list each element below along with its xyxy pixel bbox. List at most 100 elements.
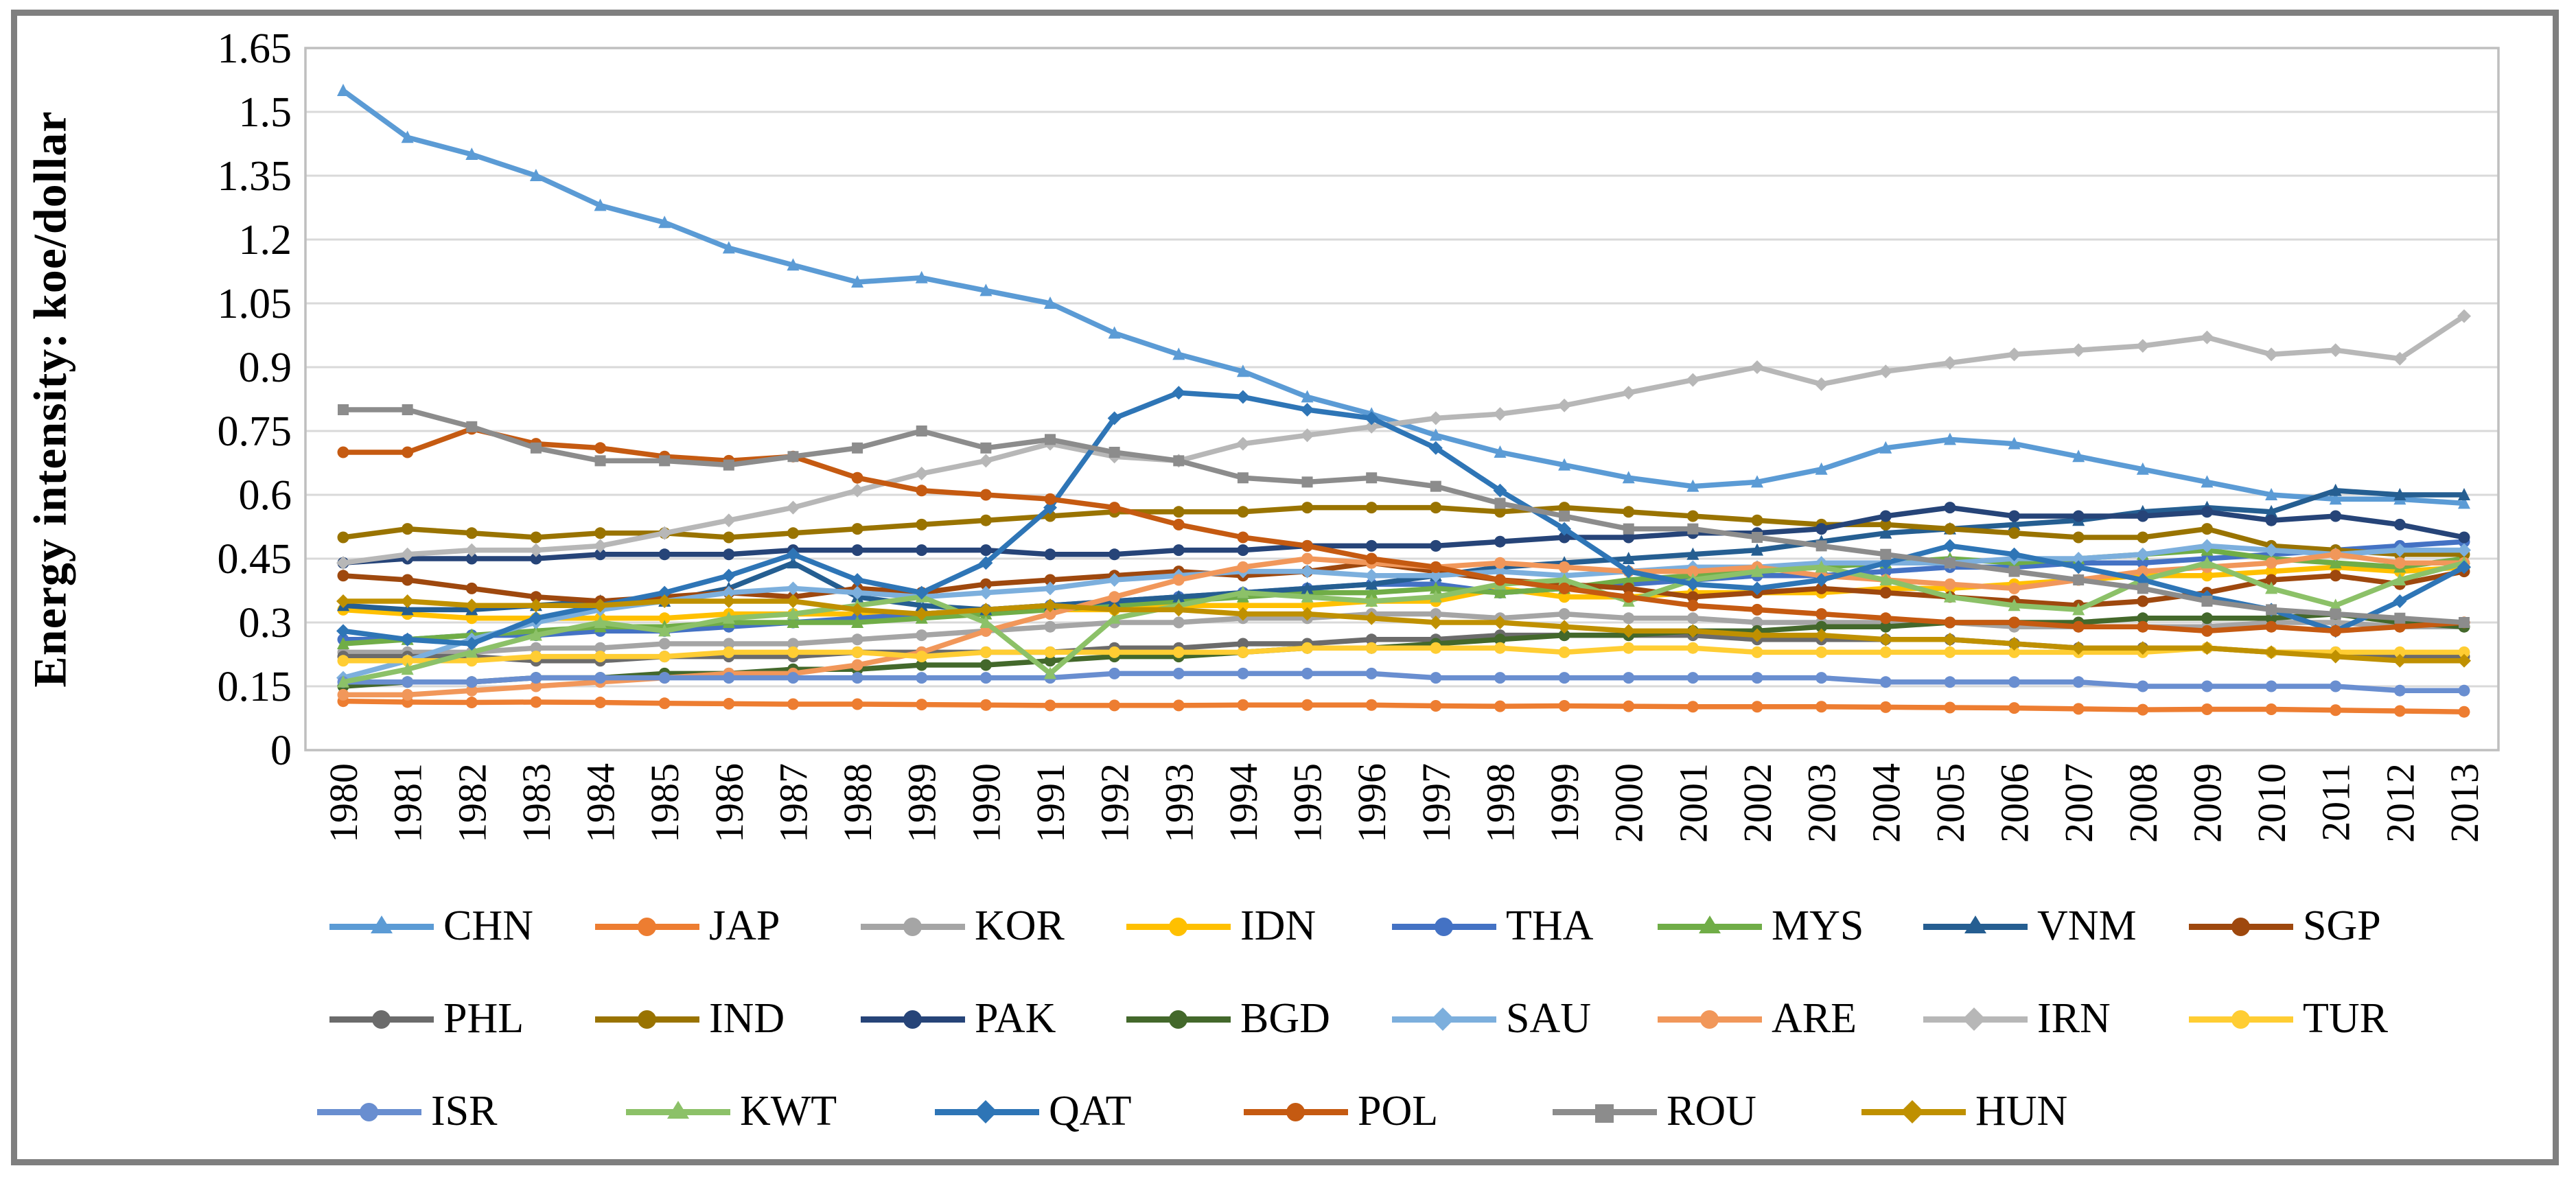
marker-KWT — [1879, 573, 1892, 585]
marker-TUR — [2008, 646, 2021, 658]
marker-KOR — [851, 633, 863, 646]
marker-KOR — [1044, 620, 1056, 633]
marker-POL — [1044, 493, 1056, 505]
marker-ROU — [1752, 532, 1763, 543]
legend-item-VNM: VNM — [1923, 880, 2137, 972]
marker-IND — [1623, 506, 1635, 518]
marker-PAK — [2265, 514, 2277, 526]
marker-CHN — [1044, 296, 1056, 309]
marker-HUN — [529, 598, 543, 613]
marker-PHL — [1237, 638, 1249, 650]
marker-TUR — [1494, 642, 1506, 654]
marker-HUN — [1043, 598, 1057, 613]
marker-ISR — [2137, 680, 2149, 692]
marker-ISR — [851, 672, 863, 684]
marker-MYS — [1622, 573, 1635, 585]
marker-HUN — [979, 603, 993, 617]
y-tick-label: 0.15 — [218, 664, 292, 710]
marker-JAP — [2008, 702, 2021, 714]
marker-JAP — [851, 698, 863, 710]
marker-SAU — [850, 585, 865, 600]
marker-CHN — [1879, 441, 1892, 454]
marker-HUN — [1365, 611, 1379, 625]
legend-line-marker-icon — [1658, 1005, 1762, 1033]
marker-POL — [1944, 616, 1956, 629]
legend-line-marker-icon — [329, 1005, 434, 1033]
marker-KOR — [594, 642, 607, 654]
marker-CHN — [2008, 436, 2021, 450]
marker-BGD — [916, 659, 928, 671]
x-tick-label: 2008 — [2121, 763, 2166, 843]
legend-item-JAP: JAP — [595, 880, 780, 972]
marker-VNM — [1751, 543, 1763, 556]
marker-QAT — [1814, 573, 1829, 587]
legend-label: THA — [1506, 902, 1594, 949]
marker-HUN — [400, 594, 415, 608]
marker-CHN — [2201, 475, 2214, 488]
series-line-KWT — [340, 560, 2467, 685]
marker-POL — [1815, 608, 1828, 620]
marker-BGD — [1879, 620, 1892, 633]
marker-CHN — [1429, 428, 1442, 441]
marker-ROU — [852, 442, 863, 454]
marker-SGP — [1044, 574, 1056, 586]
marker-QAT — [1428, 441, 1443, 455]
marker-JAP — [916, 699, 928, 711]
marker-KWT — [1236, 585, 1249, 598]
marker-PAK — [1237, 544, 1249, 557]
marker-BGD — [1815, 620, 1828, 633]
marker-KOR — [916, 629, 928, 642]
marker-PAK — [2330, 510, 2342, 522]
marker-HUN — [1172, 603, 1186, 617]
marker-ROU — [466, 421, 478, 432]
x-tick-label: 2005 — [1928, 763, 1973, 843]
marker-BGD — [2137, 612, 2149, 625]
marker-QAT — [658, 585, 672, 600]
marker-HUN — [2200, 641, 2214, 655]
x-tick-label: 2001 — [1671, 763, 1715, 843]
marker-PAK — [1558, 531, 1570, 544]
marker-IRN — [1942, 356, 1957, 370]
series-line-SAU — [340, 543, 2467, 681]
marker-TUR — [979, 646, 992, 658]
marker-SAU — [1107, 573, 1122, 587]
marker-QAT — [1043, 500, 1057, 515]
marker-ISR — [1686, 672, 1699, 684]
marker-MYS — [787, 616, 800, 628]
marker-ROU — [530, 442, 542, 454]
series-line-TUR — [340, 645, 2467, 664]
legend-item-SAU: SAU — [1392, 972, 1591, 1065]
marker-ARE — [402, 688, 414, 701]
marker-HUN — [2072, 641, 2086, 655]
marker-BGD — [2201, 612, 2213, 625]
legend-item-IRN: IRN — [1923, 972, 2111, 1065]
marker-PAK — [1365, 539, 1378, 552]
marker-IRN — [1235, 436, 1250, 451]
marker-MYS — [1429, 581, 1442, 594]
marker-HUN — [465, 598, 479, 613]
marker-IRN — [529, 543, 543, 557]
x-tick-label: 1987 — [771, 763, 815, 843]
marker-IRN — [1879, 364, 1893, 379]
marker-HUN — [2328, 649, 2343, 664]
marker-MYS — [2329, 556, 2342, 569]
x-tick-label: 1995 — [1286, 763, 1330, 843]
legend-line-marker-icon — [595, 1005, 699, 1033]
series-line-HUN — [340, 598, 2467, 664]
legend-line-marker-icon — [935, 1098, 1039, 1126]
marker-ISR — [402, 676, 414, 688]
legend-line-marker-icon — [861, 913, 965, 940]
marker-SAU — [2200, 539, 2214, 553]
marker-PHL — [1365, 633, 1378, 646]
marker-IND — [916, 518, 928, 531]
marker-JAP — [465, 697, 478, 709]
marker-IRN — [850, 483, 865, 498]
y-tick-label: 1.5 — [239, 89, 292, 136]
marker-JAP — [1044, 699, 1056, 712]
marker-HUN — [2393, 653, 2407, 668]
marker-ARE — [2008, 582, 2021, 594]
marker-BGD — [1494, 633, 1506, 646]
x-tick-label: 2006 — [1993, 763, 2037, 843]
marker-JAP — [1172, 699, 1185, 712]
